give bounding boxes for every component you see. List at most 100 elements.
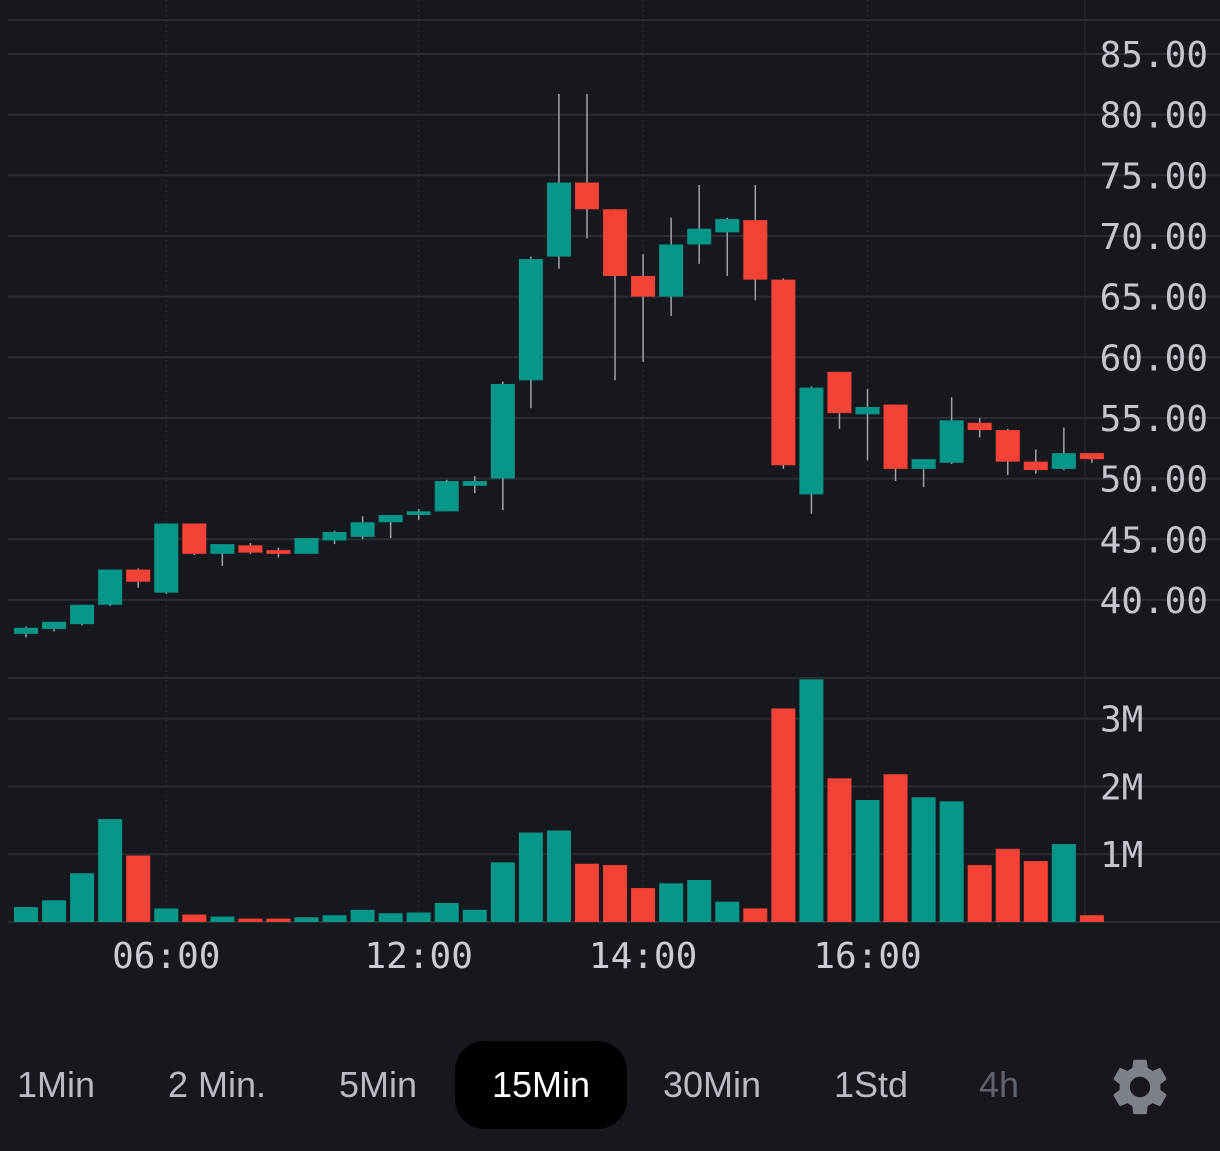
time-tick-label: 06:00	[112, 936, 220, 977]
volume-bar	[1079, 915, 1104, 922]
candle-body	[771, 279, 796, 466]
price-tick-label: 80.00	[1100, 96, 1208, 137]
candle-body	[350, 522, 375, 537]
volume-tick-label: 1M	[1100, 835, 1143, 876]
timeframe-4h[interactable]: 4h	[978, 1064, 1020, 1105]
volume-bar	[1023, 861, 1048, 922]
candle-body	[406, 511, 431, 515]
candle-body	[1051, 453, 1076, 469]
candle-body	[855, 407, 880, 415]
candle-body	[210, 544, 235, 554]
volume-bar	[967, 865, 992, 922]
candle-body	[378, 515, 403, 523]
volume-bar	[14, 907, 38, 922]
volume-bar	[939, 801, 964, 922]
volume-bar	[546, 830, 571, 922]
candle-body	[799, 387, 824, 495]
volume-bar	[771, 708, 796, 922]
volume-bar	[1051, 844, 1076, 922]
price-tick-label: 55.00	[1100, 399, 1208, 440]
volume-bar	[406, 912, 431, 922]
timeframe-2min[interactable]: 2 Min.	[167, 1064, 267, 1105]
volume-bar	[490, 862, 515, 922]
volume-bar	[715, 901, 740, 922]
candle-body	[546, 182, 571, 257]
volume-bar	[799, 679, 824, 922]
volume-bar	[995, 848, 1020, 922]
timeframe-30min[interactable]: 30Min	[662, 1064, 762, 1105]
price-tick-label: 40.00	[1100, 581, 1208, 622]
volume-bar	[182, 914, 207, 922]
volume-bar	[855, 800, 880, 922]
volume-bar	[322, 915, 347, 922]
volume-bar	[687, 879, 712, 922]
candle-body	[883, 404, 908, 469]
candle-body	[322, 531, 347, 541]
price-tick-label: 85.00	[1100, 35, 1208, 76]
volume-bar	[911, 797, 936, 922]
candle-body	[743, 220, 768, 280]
volume-bar	[98, 818, 123, 922]
timeframe-1min[interactable]: 1Min	[16, 1064, 96, 1105]
candle-body	[70, 604, 95, 625]
candle-body	[98, 569, 123, 605]
candle-body	[603, 209, 628, 276]
volume-bar	[603, 865, 628, 922]
volume-bar	[462, 909, 487, 922]
volume-bar	[659, 883, 684, 922]
time-tick-label: 16:00	[813, 936, 921, 977]
volume-bar	[210, 916, 235, 922]
settings-button[interactable]	[1106, 1053, 1174, 1121]
candle-body	[490, 383, 515, 479]
candle-body	[911, 459, 936, 469]
candle-body	[715, 218, 740, 233]
candle-body	[462, 481, 487, 486]
candle-body	[967, 422, 992, 431]
time-tick-label: 14:00	[589, 936, 697, 977]
timeframe-5min[interactable]: 5Min	[338, 1064, 418, 1105]
volume-bar	[575, 863, 599, 922]
candle-body	[575, 182, 599, 210]
volume-bar	[126, 855, 151, 922]
candle-body	[1079, 453, 1104, 460]
candle-body	[827, 371, 852, 414]
volume-bar	[294, 917, 319, 922]
price-tick-label: 60.00	[1100, 338, 1208, 379]
candle-body	[42, 621, 67, 630]
price-tick-label: 65.00	[1100, 278, 1208, 319]
volume-bar	[743, 908, 768, 922]
volume-bar	[70, 873, 95, 922]
volume-tick-label: 2M	[1100, 767, 1143, 808]
gear-icon	[1113, 1059, 1167, 1115]
timeframe-1std[interactable]: 1Std	[833, 1064, 909, 1105]
candle-body	[939, 420, 964, 463]
volume-bar	[631, 888, 656, 922]
candle-body	[182, 523, 207, 554]
volume-bar	[883, 774, 908, 922]
volume-bar	[434, 903, 459, 922]
timeframe-15min[interactable]: 15Min	[455, 1041, 627, 1129]
candle-body	[1023, 461, 1048, 471]
candle-body	[266, 550, 291, 554]
candle-body	[631, 275, 656, 297]
volume-bar	[154, 908, 179, 922]
candlestick-chart[interactable]: 85.00 80.00 75.00 70.00 65.00 60.00 55.00 50.00…	[0, 0, 1220, 1010]
price-tick-label: 50.00	[1100, 460, 1208, 501]
time-tick-label: 12:00	[365, 936, 473, 977]
candle-body	[294, 538, 319, 554]
timeframe-bar: 1Min 2 Min. 5Min 15Min 30Min 1Std 4h	[0, 1030, 1220, 1145]
candle-body	[659, 244, 684, 297]
price-tick-label: 45.00	[1100, 520, 1208, 561]
candle-body	[14, 627, 38, 634]
volume-tick-label: 3M	[1100, 700, 1143, 741]
candle-body	[434, 481, 459, 512]
volume-bar	[238, 918, 263, 922]
candle-body	[238, 545, 263, 553]
chart-canvas: 85.00 80.00 75.00 70.00 65.00 60.00 55.00 50.00…	[8, 0, 1220, 977]
price-tick-label: 70.00	[1100, 217, 1208, 258]
volume-bar	[350, 909, 375, 922]
volume-bar	[42, 900, 67, 922]
volume-bar	[378, 913, 403, 922]
volume-bar	[518, 832, 543, 922]
volume-bar	[266, 918, 291, 922]
